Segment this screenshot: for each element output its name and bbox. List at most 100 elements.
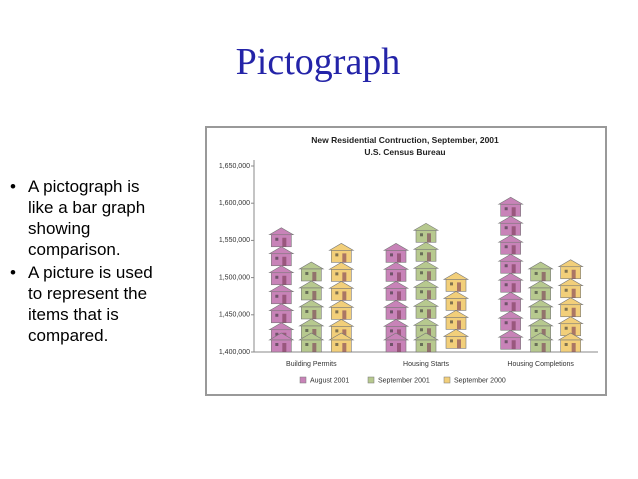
house-icon	[298, 318, 325, 339]
door	[342, 272, 347, 282]
house-icon	[557, 316, 584, 337]
window	[504, 283, 508, 287]
wall	[560, 266, 581, 280]
bullet-text: items that is	[28, 305, 119, 324]
plot: 1,400,000 1,450,000 1,500,000 1,550,000 1,60…	[219, 160, 598, 384]
door	[457, 301, 461, 311]
window	[305, 328, 309, 332]
door	[342, 310, 347, 320]
door	[342, 291, 347, 301]
window	[504, 264, 508, 268]
window	[450, 282, 453, 286]
door	[312, 271, 317, 281]
wall	[500, 241, 521, 255]
y-tick-label: 1,600,000	[219, 200, 250, 207]
house-icon	[328, 319, 355, 339]
house-icon	[527, 280, 554, 301]
window	[504, 302, 508, 306]
door	[511, 302, 516, 312]
house-icon	[557, 332, 584, 353]
window	[450, 320, 453, 324]
house-icon	[497, 310, 524, 331]
window	[534, 343, 538, 346]
house-icon	[268, 303, 295, 324]
wall	[500, 298, 521, 312]
door	[342, 253, 347, 263]
wall	[385, 250, 407, 263]
wall	[301, 287, 322, 301]
door	[312, 328, 317, 338]
window	[450, 301, 453, 305]
wall	[385, 288, 407, 301]
bullet-text: A pictograph is	[28, 177, 140, 196]
house-icon	[382, 243, 410, 263]
door	[511, 226, 516, 236]
bullet-text: to represent the	[28, 284, 147, 303]
window	[420, 233, 423, 237]
wall	[500, 222, 521, 236]
window	[275, 256, 279, 260]
window	[335, 343, 339, 346]
window	[504, 245, 508, 249]
wall	[445, 317, 467, 330]
wall	[271, 291, 292, 305]
house-icon	[497, 272, 524, 293]
legend-label: September 2001	[378, 377, 430, 384]
door	[312, 343, 317, 352]
window	[275, 343, 279, 346]
door	[571, 269, 576, 279]
legend-swatch	[443, 376, 451, 384]
bullet-text: comparison.	[28, 240, 121, 259]
wall	[385, 339, 407, 353]
door	[397, 291, 401, 301]
house-icon	[328, 281, 355, 301]
house-icon	[268, 265, 295, 286]
house-icon	[527, 299, 554, 320]
legend-label: August 2001	[310, 377, 349, 384]
window	[534, 328, 538, 332]
bullet-text: like a bar graph	[28, 198, 145, 217]
wall	[500, 203, 521, 217]
window	[504, 321, 508, 325]
legend-swatch	[367, 376, 375, 384]
window	[305, 343, 309, 346]
door	[282, 294, 287, 304]
x-tick-label: Housing Starts	[403, 361, 449, 368]
door	[511, 340, 516, 350]
door	[457, 339, 461, 349]
window	[335, 253, 339, 257]
window	[534, 271, 538, 275]
wall	[271, 339, 292, 353]
house-icon	[442, 329, 470, 349]
door	[571, 288, 576, 298]
window	[420, 343, 423, 346]
bullet-dot: •	[10, 177, 16, 196]
window	[450, 339, 453, 343]
window	[564, 307, 568, 311]
window	[390, 310, 393, 314]
wall	[560, 285, 581, 299]
window	[564, 269, 568, 273]
wall	[271, 310, 292, 324]
wall	[331, 307, 352, 320]
house-icon	[298, 332, 325, 353]
window	[504, 340, 508, 344]
window	[504, 207, 508, 211]
window	[534, 290, 538, 294]
wall	[415, 229, 437, 243]
window	[420, 309, 423, 313]
chart-title: New Residential Contruction, September, …	[311, 135, 499, 145]
door	[397, 310, 401, 320]
house-icon	[268, 332, 295, 353]
door	[397, 329, 401, 339]
wall	[301, 268, 322, 282]
door	[571, 343, 576, 352]
pictograph-bar	[268, 227, 295, 353]
wall	[271, 253, 292, 267]
house-icon	[442, 310, 470, 330]
house-icon	[268, 246, 295, 267]
wall	[560, 339, 581, 353]
window	[335, 310, 339, 314]
door	[282, 256, 287, 266]
window	[564, 326, 568, 330]
